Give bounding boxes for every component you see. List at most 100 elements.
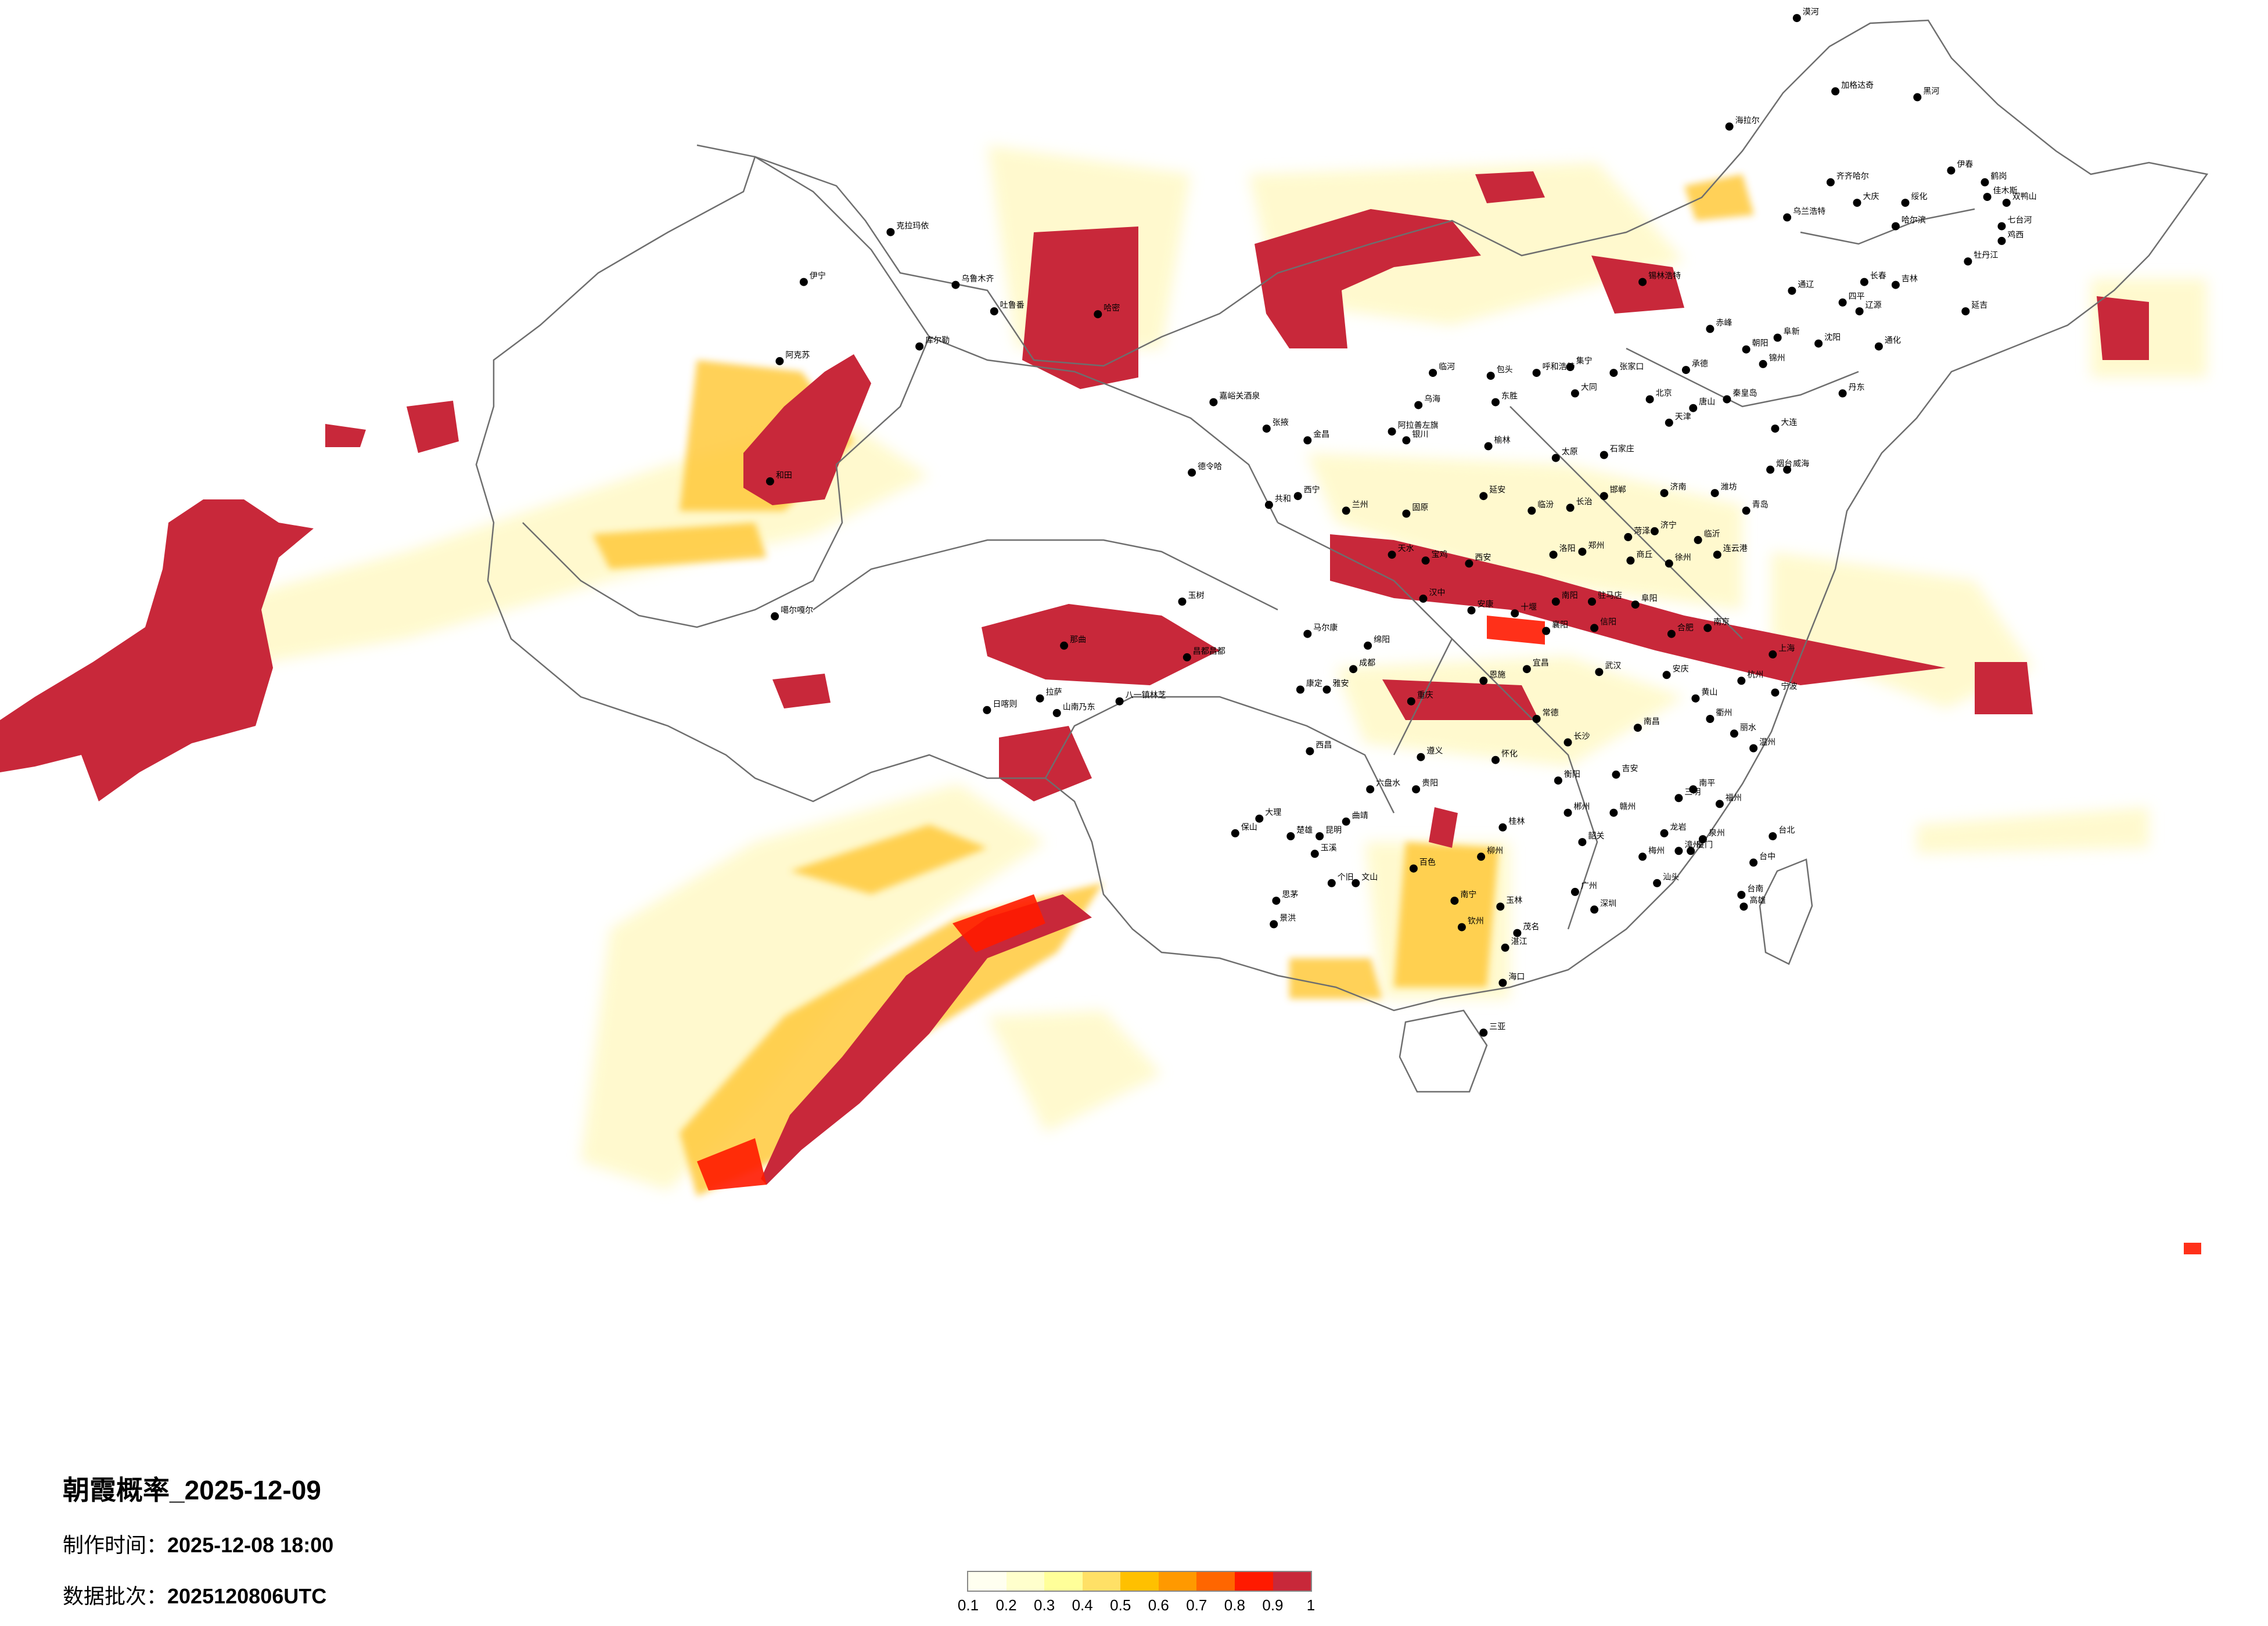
city-dot [1551, 598, 1560, 606]
city-label: 保山 [1241, 823, 1257, 832]
city-label: 桂林 [1508, 817, 1525, 826]
city-dot [1792, 14, 1801, 23]
city-dot [1465, 559, 1473, 568]
city-label: 包头 [1497, 365, 1513, 375]
province-boundaries [475, 19, 2209, 1093]
city-dot [1838, 298, 1847, 307]
city-label: 泉州 [1709, 828, 1725, 838]
legend-tick-label: 0.2 [995, 1596, 1017, 1614]
city-label: 天水 [1398, 544, 1414, 553]
city-label: 重庆 [1417, 691, 1433, 700]
city-label: 贵阳 [1422, 779, 1438, 788]
city-label: 玉林 [1506, 896, 1522, 905]
city-label: 西昌 [1315, 741, 1332, 750]
city-dot [1609, 369, 1618, 377]
city-label: 温州 [1759, 738, 1775, 747]
city-dot [1296, 685, 1304, 694]
city-dot [1272, 897, 1281, 905]
data-batch-label: 数据批次： [63, 1584, 168, 1608]
city-label: 海拉尔 [1735, 116, 1760, 125]
city-dot [1626, 556, 1635, 565]
city-label: 十堰 [1521, 603, 1537, 612]
city-dot [1600, 492, 1608, 501]
city-label: 武汉 [1605, 661, 1621, 671]
city-dot [1723, 395, 1731, 404]
city-label: 乌鲁木齐 [961, 275, 994, 284]
city-dot [1342, 506, 1350, 515]
city-label: 汉中 [1429, 588, 1446, 598]
city-dot [1286, 832, 1295, 840]
city-label: 克拉玛依 [896, 222, 929, 231]
city-label: 锡林浩特 [1648, 272, 1681, 281]
city-dot [1366, 785, 1375, 794]
city-dot [1681, 366, 1690, 375]
legend-swatch-4 [1082, 1572, 1121, 1591]
city-label: 济南 [1670, 483, 1687, 492]
city-dot [1094, 310, 1102, 319]
city-dot [1352, 879, 1360, 887]
city-label: 钦州 [1468, 917, 1484, 926]
city-dot [1491, 398, 1500, 406]
city-dot [1706, 325, 1715, 333]
city-dot [1997, 222, 2006, 231]
city-label: 共和 [1275, 494, 1291, 503]
city-label: 郑州 [1588, 541, 1604, 551]
city-dot [771, 612, 779, 621]
city-dot [1674, 847, 1683, 855]
city-dot [1698, 835, 1707, 844]
city-dot [1874, 342, 1883, 351]
city-dot [1421, 556, 1430, 565]
city-label: 台南 [1747, 884, 1763, 894]
city-dot [1549, 551, 1558, 559]
city-dot [1178, 598, 1187, 606]
city-label: 曲靖 [1352, 811, 1368, 821]
city-dot [1496, 902, 1505, 911]
city-dot [1554, 776, 1562, 785]
city-label: 南京 [1713, 617, 1730, 627]
city-label: 台北 [1778, 826, 1795, 835]
city-dot [1737, 677, 1746, 685]
city-label: 库尔勒 [925, 336, 950, 346]
city-dot [1713, 551, 1721, 559]
city-label: 大连 [1781, 418, 1797, 427]
city-dot [1491, 756, 1500, 764]
legend-swatch-9 [1273, 1572, 1311, 1591]
city-dot [1262, 425, 1271, 433]
city-label: 菏泽 [1634, 527, 1650, 536]
city-dot [1638, 852, 1647, 861]
city-label: 南宁 [1460, 890, 1476, 900]
city-dot [1961, 307, 1970, 316]
city-label: 六盘水 [1376, 778, 1400, 788]
city-dot [990, 307, 998, 316]
city-label: 锦州 [1769, 353, 1785, 363]
city-label: 丽水 [1740, 723, 1756, 732]
city-dot [1255, 814, 1264, 823]
city-dot [1578, 838, 1587, 847]
city-label: 秦皇岛 [1733, 389, 1757, 398]
city-label: 深圳 [1600, 899, 1616, 908]
city-label: 恩施 [1489, 670, 1505, 679]
city-label: 集宁 [1576, 356, 1593, 366]
city-dot [1563, 738, 1572, 747]
city-dot [1450, 897, 1459, 905]
city-label: 西安 [1475, 553, 1491, 562]
city-dot [1407, 697, 1415, 706]
city-label: 兰州 [1352, 500, 1368, 509]
city-label: 郴州 [1574, 803, 1590, 812]
city-dot [951, 280, 960, 289]
city-label: 思茅 [1282, 890, 1298, 900]
city-dot [1831, 87, 1840, 96]
city-label: 台中 [1759, 852, 1775, 861]
city-label: 赣州 [1619, 803, 1636, 812]
city-dot [1388, 551, 1396, 559]
city-dot [1653, 879, 1662, 887]
city-label: 上海 [1778, 644, 1795, 653]
legend-tick-label: 0.6 [1148, 1596, 1169, 1614]
city-label: 黄山 [1701, 688, 1717, 697]
city-label: 阿拉善左旗 [1398, 421, 1439, 430]
city-label: 吉林 [1902, 275, 1918, 284]
city-label: 襄阳 [1552, 621, 1568, 630]
city-label: 安康 [1478, 599, 1494, 609]
city-label: 宁波 [1781, 682, 1797, 692]
